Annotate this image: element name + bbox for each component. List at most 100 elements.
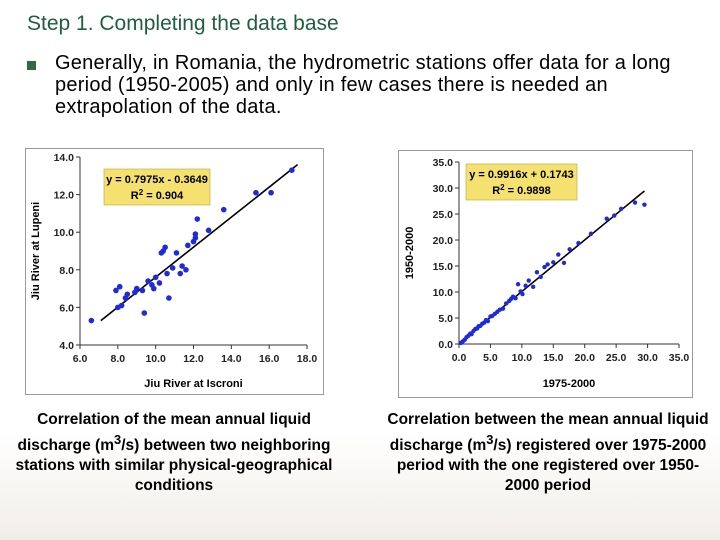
data-point xyxy=(523,283,528,288)
x-tick-label: 0.0 xyxy=(452,352,467,364)
x-tick-label: 6.0 xyxy=(73,353,88,365)
r-squared-superscript: 2 xyxy=(139,188,144,197)
data-point xyxy=(542,264,547,270)
data-point xyxy=(500,306,506,311)
x-tick-label: 10.0 xyxy=(145,353,166,365)
y-tick-label: 10.0 xyxy=(54,227,75,239)
regression-equation: y = 0.9916x + 0.1743 xyxy=(469,169,574,181)
data-point xyxy=(160,248,167,254)
y-tick-label: 0.0 xyxy=(438,339,453,351)
bullet-text: Generally, in Romania, the hydrometric s… xyxy=(55,52,671,118)
regression-equation: y = 0.7975x - 0.3649 xyxy=(106,174,208,186)
scatter-plot-stations: 4.06.08.010.012.014.06.0 8.0 10.0 12.0 14.0 1… xyxy=(30,152,318,390)
data-point xyxy=(124,291,131,298)
square-bullet-icon xyxy=(27,61,36,70)
scatter-plot-periods: 0.0 5.0 10.0 15.0 20.0 25.0 30.0 35.0 0.0 5.0 10.0… xyxy=(404,157,690,390)
data-point xyxy=(503,301,509,306)
data-point xyxy=(545,262,550,267)
y-tick-label: 14.0 xyxy=(54,152,75,164)
data-point xyxy=(113,287,119,294)
data-point xyxy=(185,242,191,249)
r-squared-symbol: R xyxy=(131,190,139,202)
x-tick-label: 18.0 xyxy=(297,353,318,365)
y-tick-label: 4.0 xyxy=(59,340,74,352)
data-point xyxy=(576,240,581,246)
data-point xyxy=(116,283,123,290)
data-point xyxy=(618,206,624,211)
equation-box xyxy=(465,163,578,201)
x-tick-label: 5.0 xyxy=(483,352,498,364)
data-point xyxy=(530,284,536,289)
data-point xyxy=(194,216,201,222)
x-axis-label: 1975-2000 xyxy=(543,378,596,390)
y-tick-label: 10.0 xyxy=(433,287,454,299)
x-tick-label: 25.0 xyxy=(606,352,627,364)
caption-right-text-start: Correlation between the mean annual liqu… xyxy=(387,411,709,455)
y-axis-label: 1950-2000 xyxy=(404,227,416,280)
data-point xyxy=(156,280,163,286)
data-point xyxy=(567,247,572,252)
y-tick-label: 20.0 xyxy=(433,235,454,247)
x-tick-label: 8.0 xyxy=(111,353,126,365)
data-point xyxy=(588,231,594,236)
y-tick-label: 6.0 xyxy=(59,302,74,314)
r-squared-value: = 0.9898 xyxy=(505,185,551,197)
data-point xyxy=(152,274,159,281)
x-tick-label: 12.0 xyxy=(183,353,204,365)
r-squared-value: = 0.904 xyxy=(143,190,184,202)
y-tick-label: 30.0 xyxy=(433,183,454,195)
x-tick-label: 15.0 xyxy=(543,352,564,364)
y-tick-label: 15.0 xyxy=(433,261,454,273)
scatter-chart-periods: 0.0 5.0 10.0 15.0 20.0 25.0 30.0 35.0 0.0 5.0 10.0… xyxy=(398,150,693,398)
equation-box xyxy=(103,168,211,206)
data-point xyxy=(220,206,227,213)
data-point xyxy=(192,231,199,237)
caption-right-text-end: /s) registered over 1975-2000 period wit… xyxy=(396,437,707,495)
x-tick-label: 16.0 xyxy=(259,353,280,365)
data-point xyxy=(513,296,518,301)
data-point xyxy=(115,304,121,311)
r-squared-symbol: R xyxy=(492,185,500,197)
data-point xyxy=(526,278,531,283)
caption-right-superscript: 3 xyxy=(486,432,494,447)
data-point xyxy=(604,216,609,221)
data-point xyxy=(145,278,151,284)
data-point xyxy=(632,200,638,205)
data-point xyxy=(515,282,521,287)
data-point xyxy=(139,287,146,294)
caption-left-text-start: Correlation of the mean annual liquid di… xyxy=(17,411,311,455)
y-tick-label: 25.0 xyxy=(433,209,454,221)
data-point xyxy=(485,318,491,324)
slide-title: Step 1. Completing the data base xyxy=(27,12,339,35)
data-point xyxy=(164,270,170,277)
y-tick-label: 12.0 xyxy=(54,190,75,202)
data-point xyxy=(551,260,556,265)
data-point xyxy=(169,265,176,271)
data-point xyxy=(556,252,561,257)
data-point xyxy=(141,310,148,316)
data-point xyxy=(88,317,95,324)
data-point xyxy=(133,285,140,292)
r-squared-superscript: 2 xyxy=(500,183,505,192)
y-tick-label: 5.0 xyxy=(438,313,453,325)
data-point xyxy=(150,285,157,292)
r-squared-label: R2 = 0.904 xyxy=(131,188,184,202)
data-point xyxy=(289,167,295,173)
data-point xyxy=(534,270,540,275)
data-point xyxy=(205,227,212,234)
scatter-chart-stations: 4.0 6.0 8.0 10.0 12.0 14.0 6.0 8.0 10.0 12.0 14.0 1… xyxy=(25,148,324,395)
caption-left-text-end: /s) between two neighboring stations wit… xyxy=(15,437,333,495)
data-point xyxy=(612,213,617,218)
x-tick-label: 30.0 xyxy=(637,352,658,364)
data-point xyxy=(253,189,259,196)
caption-left-superscript: 3 xyxy=(114,432,122,447)
data-point xyxy=(177,270,184,277)
bullet-item: Generally, in Romania, the hydrometric s… xyxy=(27,52,707,118)
x-tick-label: 10.0 xyxy=(512,352,533,364)
data-point xyxy=(538,274,543,280)
data-point xyxy=(268,189,274,196)
data-point xyxy=(173,250,180,256)
x-tick-label: 14.0 xyxy=(221,353,242,365)
x-tick-label: 35.0 xyxy=(669,352,690,364)
data-point xyxy=(179,263,185,269)
